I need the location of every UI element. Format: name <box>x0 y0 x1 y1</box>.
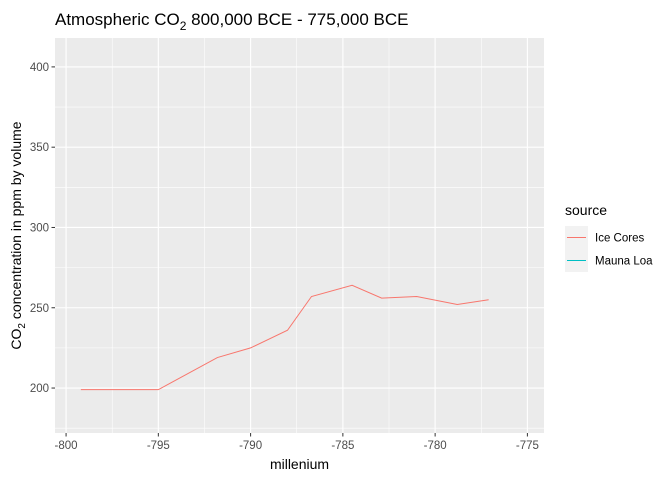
y-tick-label: 300 <box>30 222 49 234</box>
x-axis: -800 -795 -790 -785 -780 -775 <box>55 433 539 452</box>
y-tick-label: 200 <box>30 383 49 395</box>
x-tick-label: -775 <box>516 440 539 452</box>
series-layer <box>80 284 489 391</box>
legend-label: Mauna Loa <box>595 256 653 268</box>
x-tick-label: -800 <box>55 440 78 452</box>
legend-label: Ice Cores <box>595 233 644 245</box>
major-grid <box>55 38 544 433</box>
y-axis-title-suffix: concentration in ppm by volume <box>8 121 24 323</box>
legend: source Ice Cores Mauna Loa <box>565 202 653 272</box>
y-axis: 200 250 300 350 400 <box>30 62 55 395</box>
y-axis-title-subscript: 2 <box>17 323 28 329</box>
y-tick-label: 400 <box>30 62 49 74</box>
x-tick-label: -785 <box>331 440 354 452</box>
legend-title: source <box>565 202 607 218</box>
chart-title-prefix: Atmospheric CO <box>55 10 180 29</box>
x-tick-label: -790 <box>239 440 262 452</box>
y-tick-label: 250 <box>30 303 49 315</box>
y-axis-title: CO2 concentration in ppm by volume <box>8 121 28 349</box>
y-tick-label: 350 <box>30 142 49 154</box>
minor-grid <box>55 38 544 433</box>
x-axis-title: millenium <box>270 456 329 472</box>
x-tick-label: -795 <box>147 440 170 452</box>
chart-title-suffix: 800,000 BCE - 775,000 BCE <box>186 10 408 29</box>
chart-title: Atmospheric CO2 800,000 BCE - 775,000 BC… <box>55 10 408 33</box>
x-tick-label: -780 <box>424 440 447 452</box>
series-line-ice-cores <box>80 284 489 391</box>
chart-title-subscript: 2 <box>180 19 187 33</box>
plot-panel <box>55 38 544 433</box>
y-axis-title-prefix: CO <box>8 328 24 349</box>
